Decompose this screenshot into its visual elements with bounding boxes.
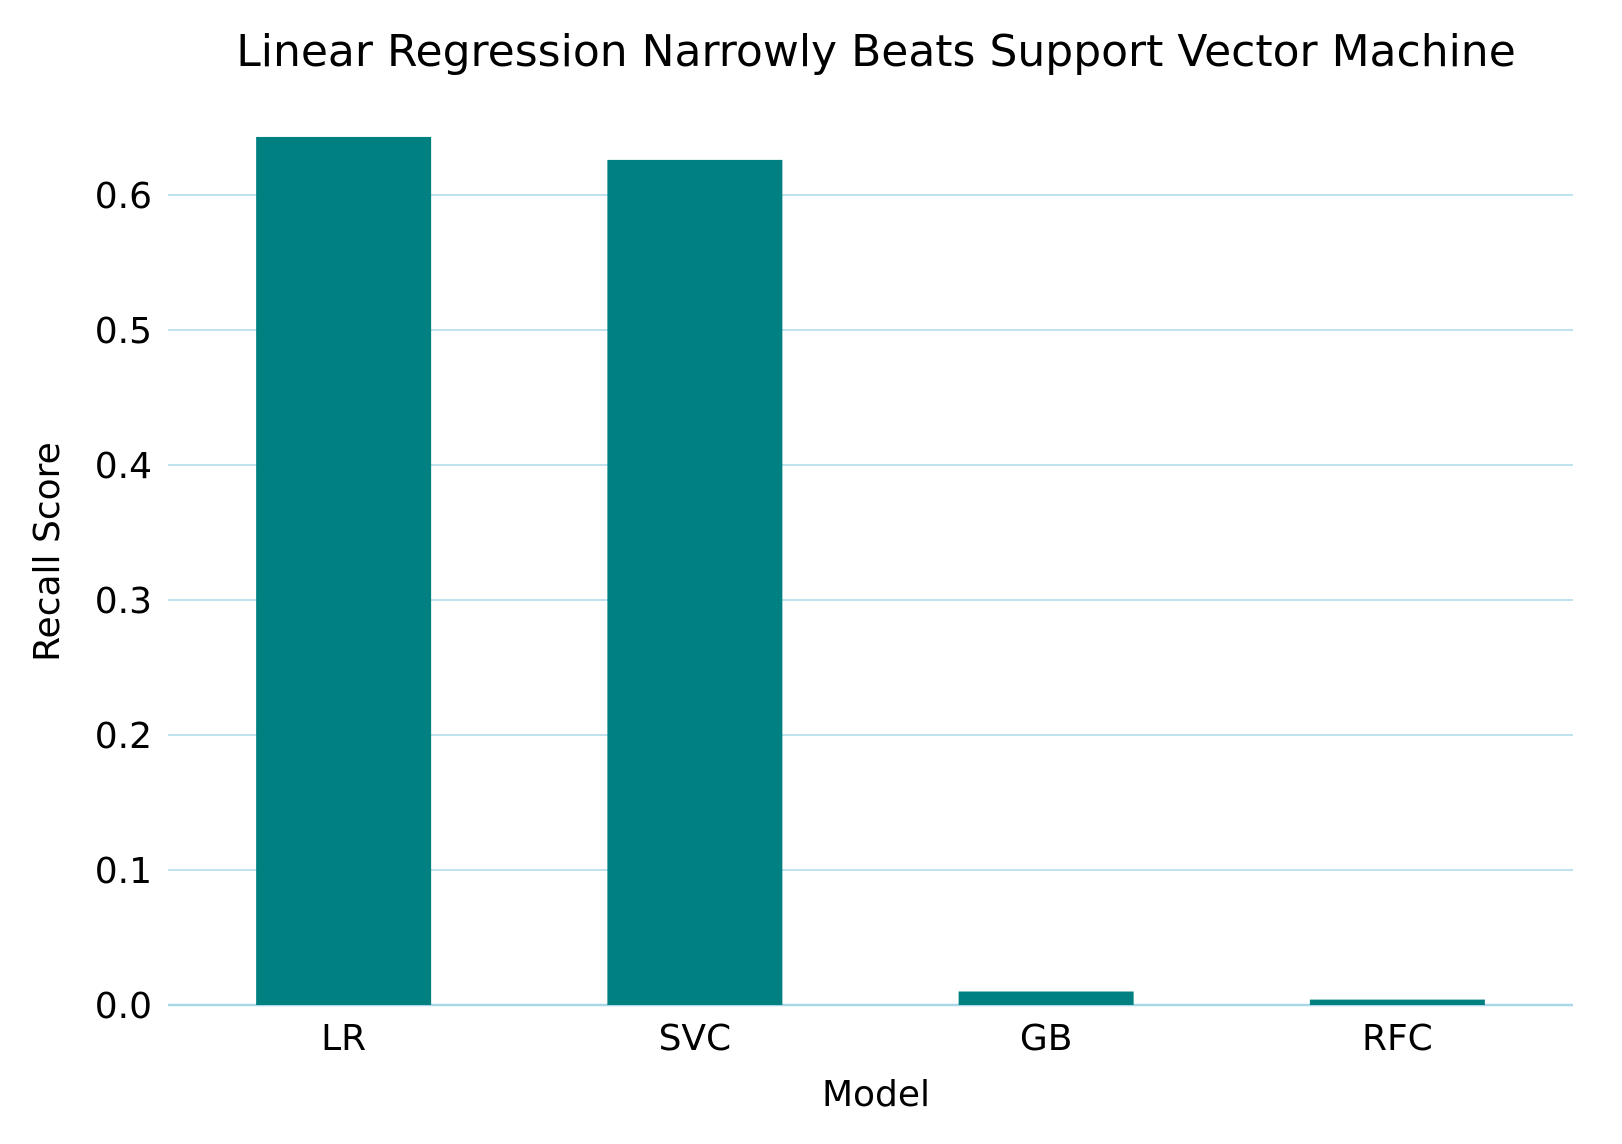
y-tick-label: 0.4 (95, 446, 152, 487)
y-tick-label: 0.6 (95, 176, 152, 217)
y-tick-label: 0.3 (95, 581, 152, 622)
x-tick-label: RFC (1362, 1018, 1433, 1059)
x-axis-label: Model (822, 1074, 930, 1115)
y-axis-label: Recall Score (27, 442, 68, 662)
x-tick-label: GB (1020, 1018, 1073, 1059)
y-tick-labels: 0.0 0.1 0.2 0.3 0.4 0.5 0.6 (95, 176, 152, 1027)
bar-svc (607, 159, 783, 1005)
y-tick-label: 0.0 (95, 986, 152, 1027)
chart-title: Linear Regression Narrowly Beats Support… (236, 26, 1516, 77)
bar-gb (958, 991, 1134, 1005)
y-tick-label: 0.1 (95, 851, 152, 892)
bar-lr (256, 136, 432, 1005)
bars (256, 136, 1485, 1005)
bar-rfc (1309, 999, 1485, 1005)
y-tick-label: 0.2 (95, 716, 152, 757)
x-tick-labels: LR SVC GB RFC (321, 1018, 1433, 1059)
x-tick-label: LR (321, 1018, 366, 1059)
y-tick-label: 0.5 (95, 311, 152, 352)
x-tick-label: SVC (659, 1018, 732, 1059)
